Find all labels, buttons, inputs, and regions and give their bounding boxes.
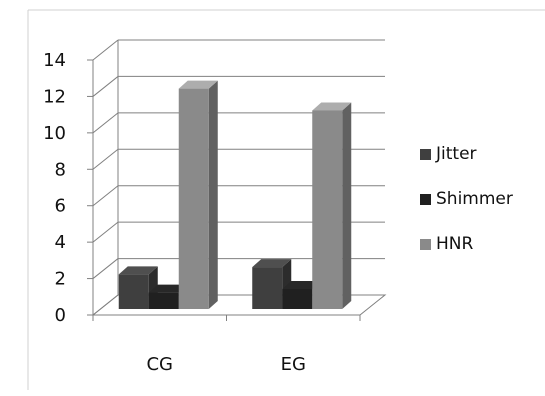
y-tick-label: 8 — [55, 159, 66, 180]
gridline-diagonal — [92, 39, 119, 61]
bar — [118, 266, 158, 309]
bar — [178, 80, 218, 309]
y-tick-label: 0 — [55, 305, 66, 326]
bar-side — [208, 80, 218, 309]
bar-front — [252, 267, 283, 309]
y-axis-ticks: 0 2 4 6 8 10 12 14 — [43, 50, 93, 326]
y-tick-label: 4 — [55, 232, 66, 253]
y-tick-label: 6 — [55, 196, 66, 217]
gridline-diagonal — [92, 76, 119, 97]
bar-top — [178, 80, 218, 89]
bar-front — [312, 110, 343, 309]
y-tick-label: 10 — [43, 123, 66, 144]
bar-front — [148, 292, 179, 309]
legend-item: HNR — [420, 233, 513, 255]
x-axis-categories: CG EG — [146, 354, 305, 375]
gridline-diagonal — [92, 221, 119, 243]
legend-label: Jitter — [436, 144, 477, 164]
legend-swatch — [420, 238, 431, 250]
gridline-diagonal — [92, 185, 119, 207]
y-tick-label: 14 — [43, 50, 66, 71]
bar-front — [282, 288, 313, 309]
y-tick-label: 2 — [55, 269, 66, 290]
bar-side — [342, 102, 352, 309]
x-category-label: CG — [146, 354, 173, 375]
gridline-diagonal — [92, 258, 119, 279]
chart-frame — [27, 9, 545, 390]
bar-top — [148, 284, 188, 293]
x-category-label: EG — [281, 354, 306, 375]
bar-top — [282, 280, 322, 289]
bar-front — [118, 274, 149, 309]
bars — [118, 80, 352, 309]
bar-top — [252, 259, 292, 268]
bar-top — [312, 102, 352, 111]
legend-label: Shimmer — [436, 189, 513, 209]
legend-swatch — [420, 193, 431, 205]
legend-item: Jitter — [420, 143, 513, 165]
bar — [312, 102, 352, 309]
y-tick-label: 12 — [43, 86, 66, 107]
legend-label: HNR — [436, 234, 474, 254]
legend-swatch — [420, 148, 431, 160]
bar-front — [178, 88, 209, 309]
gridline-diagonal — [92, 112, 119, 134]
bar-top — [118, 266, 158, 275]
legend-item: Shimmer — [420, 188, 513, 210]
gridline-diagonal — [92, 148, 119, 170]
legend: Jitter Shimmer HNR — [420, 143, 513, 278]
